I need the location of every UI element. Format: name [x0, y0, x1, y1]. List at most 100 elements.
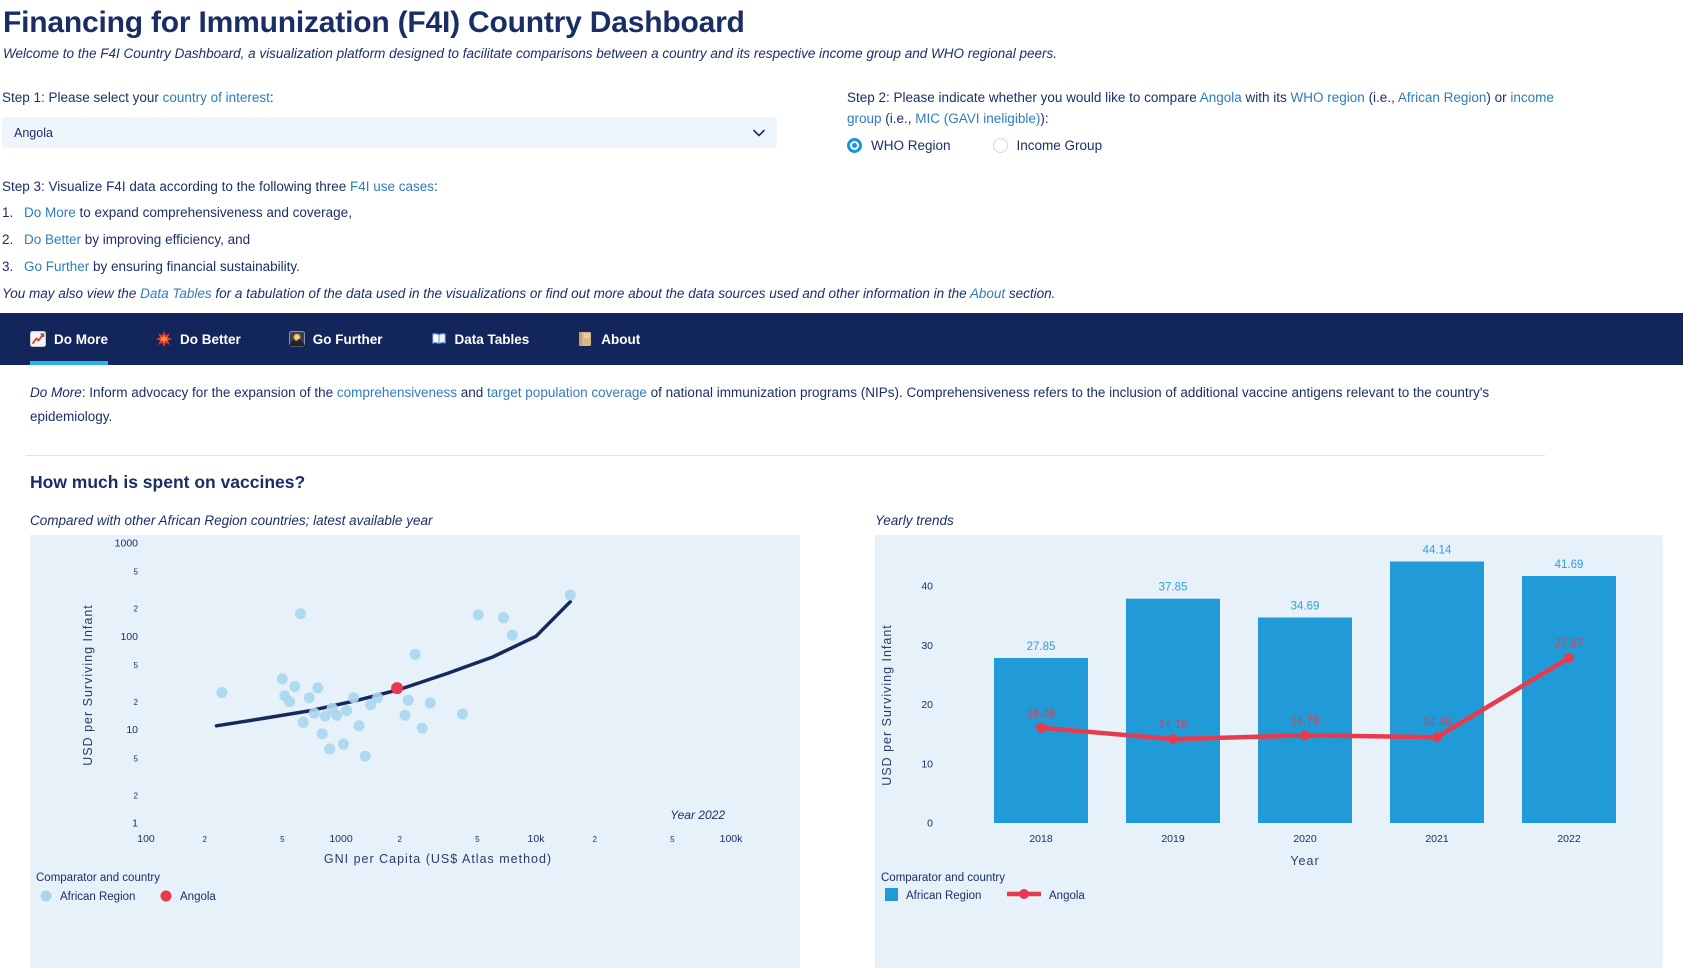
legend-title: Comparator and country [36, 872, 160, 884]
bar-2018[interactable] [994, 658, 1088, 823]
x-axis-title: GNI per Capita (US$ Atlas method) [324, 852, 552, 866]
tab-about[interactable]: About [577, 313, 640, 365]
page-header: Financing for Immunization (F4I) Country… [0, 0, 1683, 61]
trend-line [214, 599, 573, 728]
scatter-point[interactable] [289, 681, 301, 692]
scatter-chart[interactable]: 1000 5 2 100 5 2 10 5 2 1 100 2 5 1000 2 5 10k 2 5 100k GNI … [30, 535, 800, 968]
scatter-point[interactable] [341, 705, 353, 717]
y-tick-label: 2 [134, 698, 139, 707]
legend-label-african-region[interactable]: African Region [906, 890, 981, 902]
scatter-point[interactable] [372, 692, 384, 704]
bar-chart-caption: Yearly trends [875, 513, 954, 528]
tab-do-better[interactable]: Do Better [156, 313, 241, 365]
bar-2021[interactable] [1390, 561, 1484, 824]
y-tick-label: 100 [120, 631, 138, 643]
tab-go-further[interactable]: Go Further [288, 313, 383, 365]
step1-block: Step 1: Please select your country of in… [2, 87, 847, 153]
scatter-point[interactable] [216, 687, 228, 698]
scatter-point[interactable] [324, 743, 336, 755]
x-tick-label: 100k [720, 833, 744, 845]
scatter-point[interactable] [506, 629, 518, 641]
line-value-label: 14.16 [1159, 719, 1188, 731]
bar-value-label: 37.85 [1159, 582, 1188, 594]
scatter-point[interactable] [424, 697, 436, 709]
legend-marker-african-region[interactable] [40, 890, 52, 902]
use-case-list: 1. Do More to expand comprehensiveness an… [2, 204, 1683, 276]
chevron-down-icon [753, 129, 765, 136]
scatter-point[interactable] [359, 750, 371, 762]
radio-who-region[interactable]: WHO Region [847, 138, 951, 153]
radio-income-group[interactable]: Income Group [992, 138, 1102, 153]
scatter-point[interactable] [338, 738, 349, 750]
scatter-point[interactable] [399, 709, 411, 721]
scatter-point[interactable] [416, 722, 428, 734]
line-point[interactable] [1564, 652, 1574, 663]
angola-point[interactable] [391, 682, 404, 695]
scatter-point[interactable] [312, 682, 324, 694]
scatter-point[interactable] [331, 709, 343, 721]
step3-block: Step 3: Visualize F4I data according to … [0, 179, 1683, 304]
tab-data-tables[interactable]: Data Tables [431, 313, 529, 365]
scatter-chart-caption: Compared with other African Region count… [30, 513, 433, 528]
line-point[interactable] [1036, 722, 1046, 733]
scatter-point[interactable] [316, 728, 328, 740]
bar-2019[interactable] [1126, 598, 1220, 823]
scatter-point[interactable] [348, 692, 360, 704]
y-tick-label: 1000 [115, 538, 139, 550]
scatter-point[interactable] [303, 692, 315, 704]
line-point[interactable] [1432, 732, 1442, 743]
legend-label-angola[interactable]: Angola [1049, 890, 1085, 902]
main-nav: Do More Do Better Go Further Data Tables… [0, 313, 1683, 365]
scatter-point[interactable] [402, 694, 414, 706]
line-point[interactable] [1300, 730, 1310, 741]
radio-icon [847, 138, 862, 153]
ledger-icon [579, 332, 592, 346]
y-tick-label: 5 [134, 568, 139, 577]
radio-icon [992, 138, 1008, 153]
x-tick-label: 2 [397, 835, 402, 844]
scatter-point[interactable] [498, 612, 509, 624]
line-value-label: 16.06 [1027, 708, 1056, 720]
step2-label: Step 2: Please indicate whether you woul… [847, 90, 1554, 126]
y-tick-label: 40 [921, 581, 933, 593]
data-tables-link[interactable]: Data Tables [140, 286, 212, 301]
scatter-point[interactable] [353, 720, 365, 732]
legend-label-african-region[interactable]: African Region [60, 891, 135, 903]
bar-chart[interactable]: 0 10 20 30 40 27.85 37.85 34.69 44.14 41.69 16.06 1… [875, 535, 1663, 968]
collision-icon [156, 331, 172, 347]
legend-marker-angola-dot[interactable] [1019, 889, 1029, 899]
scatter-point[interactable] [295, 608, 306, 620]
y-tick-label: 2 [134, 605, 139, 614]
bar-2020[interactable] [1258, 617, 1352, 824]
legend-marker-african-region[interactable] [885, 888, 898, 901]
page-subtitle: Welcome to the F4I Country Dashboard, a … [3, 46, 1058, 61]
legend-marker-angola[interactable] [160, 890, 172, 902]
legend-title: Comparator and country [881, 872, 1005, 884]
x-tick-label: 10k [528, 833, 546, 845]
scatter-point[interactable] [308, 707, 320, 719]
y-tick-label: 1 [132, 818, 138, 830]
open-book-icon [431, 332, 446, 345]
bar-value-label: 41.69 [1555, 559, 1584, 571]
bar-value-label: 44.14 [1423, 544, 1452, 556]
line-point[interactable] [1168, 734, 1178, 745]
note-text: You may also view the Data Tables for a … [2, 286, 1056, 301]
bar-2022[interactable] [1522, 576, 1616, 823]
scatter-point[interactable] [365, 699, 377, 711]
scatter-point[interactable] [409, 648, 421, 660]
scatter-point[interactable] [472, 609, 484, 621]
scatter-point[interactable] [297, 716, 309, 728]
tab-do-more[interactable]: Do More [30, 313, 108, 365]
x-tick-label: 100 [137, 833, 155, 845]
scatter-point[interactable] [319, 710, 331, 722]
scatter-point[interactable] [457, 708, 468, 720]
about-link[interactable]: About [969, 286, 1006, 301]
scatter-point[interactable] [276, 673, 288, 685]
country-select[interactable]: Angola [2, 117, 777, 148]
scatter-point[interactable] [564, 589, 576, 601]
y-tick-label: 10 [921, 758, 933, 770]
legend-label-angola[interactable]: Angola [180, 891, 216, 903]
scatter-point[interactable] [284, 696, 296, 708]
x-axis-title: Year [1290, 854, 1319, 868]
